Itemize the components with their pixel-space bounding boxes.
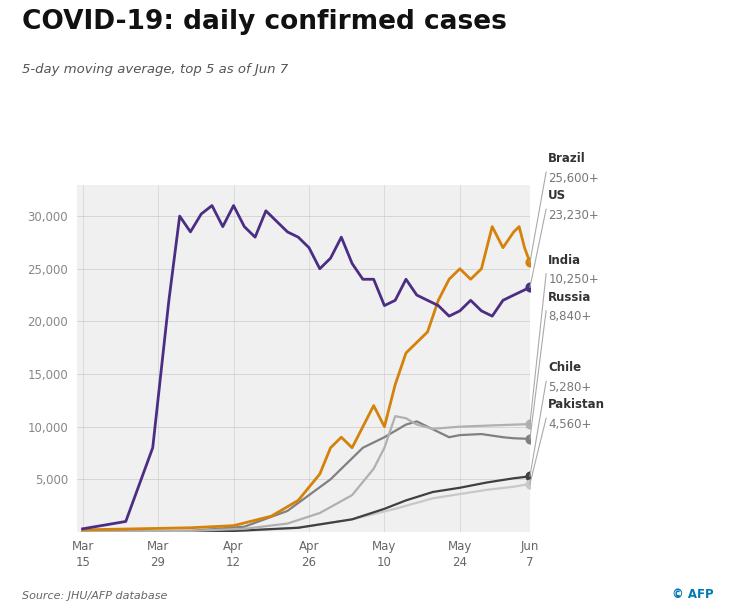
Point [524, 419, 536, 429]
Text: 23,230+: 23,230+ [548, 208, 599, 222]
Text: 5,280+: 5,280+ [548, 381, 592, 394]
Text: 25,600+: 25,600+ [548, 172, 599, 185]
Text: 4,560+: 4,560+ [548, 418, 592, 431]
Text: India: India [548, 253, 581, 267]
Point [524, 282, 536, 292]
Text: COVID-19: daily confirmed cases: COVID-19: daily confirmed cases [22, 9, 507, 35]
Text: © AFP: © AFP [672, 589, 714, 601]
Text: US: US [548, 189, 567, 202]
Text: Chile: Chile [548, 361, 581, 375]
Text: Brazil: Brazil [548, 152, 586, 165]
Text: Russia: Russia [548, 290, 592, 304]
Text: 8,840+: 8,840+ [548, 310, 592, 323]
Point [524, 434, 536, 444]
Text: 10,250+: 10,250+ [548, 273, 599, 287]
Text: 5-day moving average, top 5 as of Jun 7: 5-day moving average, top 5 as of Jun 7 [22, 63, 289, 76]
Text: Pakistan: Pakistan [548, 398, 605, 411]
Point [524, 479, 536, 489]
Text: Source: JHU/AFP database: Source: JHU/AFP database [22, 592, 168, 601]
Point [524, 258, 536, 268]
Point [524, 472, 536, 482]
